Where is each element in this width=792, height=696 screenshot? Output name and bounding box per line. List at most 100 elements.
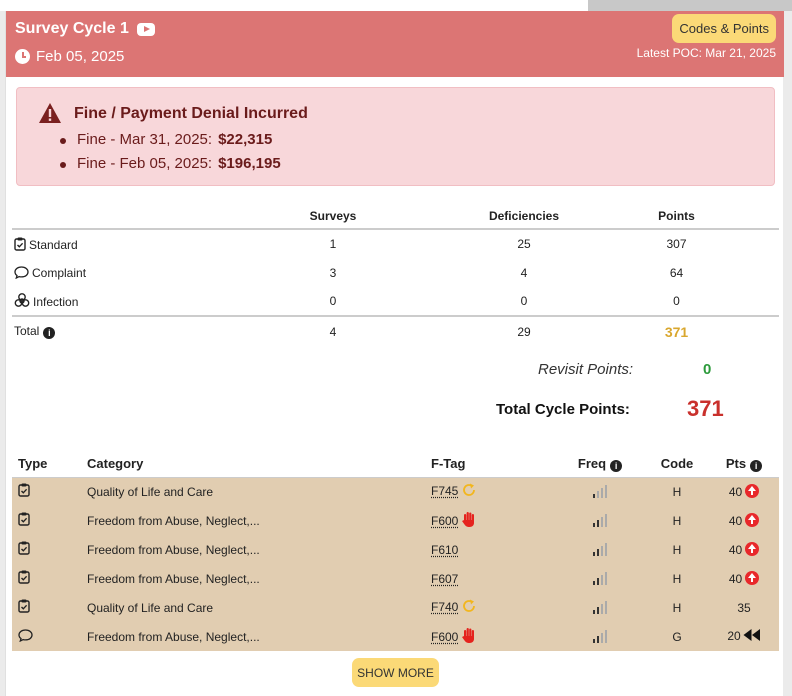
revisit-points-value: 0 xyxy=(703,361,712,378)
info-icon[interactable]: i xyxy=(750,459,763,472)
arrow-up-circle-icon xyxy=(745,542,760,556)
latest-poc: Latest POC: Mar 21, 2025 xyxy=(636,46,776,60)
ftag-link[interactable]: F607 xyxy=(431,571,459,586)
frequency-bars-icon xyxy=(593,600,607,614)
category-cell: Freedom from Abuse, Neglect,... xyxy=(87,506,431,535)
summary-header-blank xyxy=(12,203,192,230)
top-strip-gray xyxy=(588,0,792,11)
clipboard-check-icon xyxy=(18,541,30,558)
survey-summary-table: Surveys Deficiencies Points Standard 1 2… xyxy=(12,203,779,346)
clipboard-check-icon xyxy=(18,512,30,529)
points-count: 307 xyxy=(666,237,687,251)
fine-label: Fine - Feb 05, 2025: xyxy=(77,155,213,172)
deficiency-row[interactable]: Quality of Life and Care F740 H 35 xyxy=(12,593,779,622)
cycle-title-text: Survey Cycle 1 xyxy=(15,20,129,37)
deficiencies-count: 4 xyxy=(520,265,528,280)
points-cell: 40 xyxy=(728,543,743,557)
surveys-count: 0 xyxy=(329,294,337,308)
top-strip xyxy=(0,0,792,11)
summary-header-points: Points xyxy=(574,203,779,230)
youtube-icon[interactable] xyxy=(136,22,155,36)
col-type[interactable]: Type xyxy=(12,451,87,478)
survey-cycle-card: Survey Cycle 1 Feb 05, 2025 Codes & Poin… xyxy=(5,11,784,696)
deficiencies-count: 25 xyxy=(517,237,531,251)
info-icon[interactable]: i xyxy=(610,459,623,472)
clipboard-check-icon xyxy=(18,483,30,500)
frequency-bars-icon xyxy=(593,542,607,556)
fine-amount: $196,195 xyxy=(218,155,281,172)
arrow-up-circle-icon xyxy=(745,513,760,527)
clock-icon xyxy=(15,49,30,64)
rewind-icon xyxy=(743,629,761,644)
total-deficiencies: 29 xyxy=(474,315,574,346)
repeat-arrow-icon xyxy=(461,598,477,617)
summary-row-complaint: Complaint 3 4 64 xyxy=(12,258,779,287)
points-cell: 40 xyxy=(728,485,743,500)
code-cell: H xyxy=(645,593,709,622)
deficiency-row[interactable]: Freedom from Abuse, Neglect,... F600 G 20 xyxy=(12,622,779,651)
row-label: Complaint xyxy=(32,265,87,280)
points-cell: 35 xyxy=(737,600,751,615)
fine-item: Fine - Feb 05, 2025: $196,195 xyxy=(60,152,281,176)
col-pts-label: Pts xyxy=(725,455,747,471)
category-cell: Freedom from Abuse, Neglect,... xyxy=(87,564,431,593)
category-cell: Freedom from Abuse, Neglect,... xyxy=(87,622,431,651)
cycle-title: Survey Cycle 1 xyxy=(15,20,155,38)
col-pts[interactable]: Pts i xyxy=(709,451,779,478)
summary-row-standard: Standard 1 25 307 xyxy=(12,229,779,258)
repeat-arrow-icon xyxy=(461,482,477,501)
deficiency-row[interactable]: Freedom from Abuse, Neglect,... F600 H 40 xyxy=(12,506,779,535)
biohazard-icon xyxy=(14,293,30,307)
ftag-link[interactable]: F610 xyxy=(431,542,459,557)
category-cell: Freedom from Abuse, Neglect,... xyxy=(87,535,431,564)
code-cell: H xyxy=(645,564,709,593)
info-icon[interactable]: i xyxy=(43,327,56,339)
deficiency-row[interactable]: Freedom from Abuse, Neglect,... F607 H 40 xyxy=(12,564,779,593)
surveys-count: 3 xyxy=(329,265,337,280)
category-cell: Quality of Life and Care xyxy=(87,477,431,506)
warning-icon xyxy=(39,103,61,123)
revisit-points-label: Revisit Points: xyxy=(538,361,634,378)
speech-bubble-icon xyxy=(14,265,29,279)
codes-points-button[interactable]: Codes & Points xyxy=(672,14,776,43)
arrow-up-circle-icon xyxy=(745,484,760,499)
frequency-bars-icon xyxy=(593,513,607,527)
ftag-link[interactable]: F600 xyxy=(431,629,459,644)
summary-header-deficiencies: Deficiencies xyxy=(474,203,574,230)
frequency-bars-icon xyxy=(593,571,607,585)
ftag-link[interactable]: F740 xyxy=(431,600,459,614)
deficiencies-count: 0 xyxy=(520,294,528,308)
code-cell: H xyxy=(645,477,709,506)
ftag-link[interactable]: F745 xyxy=(431,484,459,499)
cycle-date: Feb 05, 2025 xyxy=(15,48,124,65)
show-more-button[interactable]: SHOW MORE xyxy=(352,658,439,687)
fine-list: Fine - Mar 31, 2025: $22,315 Fine - Feb 0… xyxy=(60,128,281,176)
clipboard-check-icon xyxy=(18,570,30,587)
row-label: Standard xyxy=(29,237,78,252)
points-count: 64 xyxy=(669,265,684,280)
col-code[interactable]: Code xyxy=(645,451,709,478)
fine-amount: $22,315 xyxy=(218,131,273,148)
card-header: Survey Cycle 1 Feb 05, 2025 Codes & Poin… xyxy=(6,11,784,77)
points-cell: 40 xyxy=(728,514,743,528)
arrow-up-circle-icon xyxy=(745,571,760,585)
speech-bubble-icon xyxy=(18,628,33,645)
ftag-link[interactable]: F600 xyxy=(431,513,459,528)
col-category[interactable]: Category xyxy=(87,451,431,478)
total-points: 371 xyxy=(664,323,689,340)
deficiencies-body: Quality of Life and Care F745 H 40 Freedom f… xyxy=(12,477,779,651)
deficiency-row[interactable]: Quality of Life and Care F745 H 40 xyxy=(12,477,779,506)
clipboard-check-icon xyxy=(14,237,26,251)
total-label: Total xyxy=(14,324,40,338)
code-cell: H xyxy=(645,506,709,535)
col-freq[interactable]: Freq i xyxy=(555,451,645,478)
summary-row-total: Total i 4 29 371 xyxy=(12,315,779,346)
fine-alert: Fine / Payment Denial Incurred Fine - Ma… xyxy=(16,87,775,186)
col-ftag[interactable]: F-Tag xyxy=(431,451,555,478)
alert-title: Fine / Payment Denial Incurred xyxy=(74,105,308,122)
points-count: 0 xyxy=(673,294,680,308)
code-cell: G xyxy=(645,622,709,651)
deficiencies-table: Type Category F-Tag Freq i Code Pts i Qual… xyxy=(12,451,779,651)
fine-item: Fine - Mar 31, 2025: $22,315 xyxy=(60,128,281,152)
deficiency-row[interactable]: Freedom from Abuse, Neglect,... F610 H 40 xyxy=(12,535,779,564)
